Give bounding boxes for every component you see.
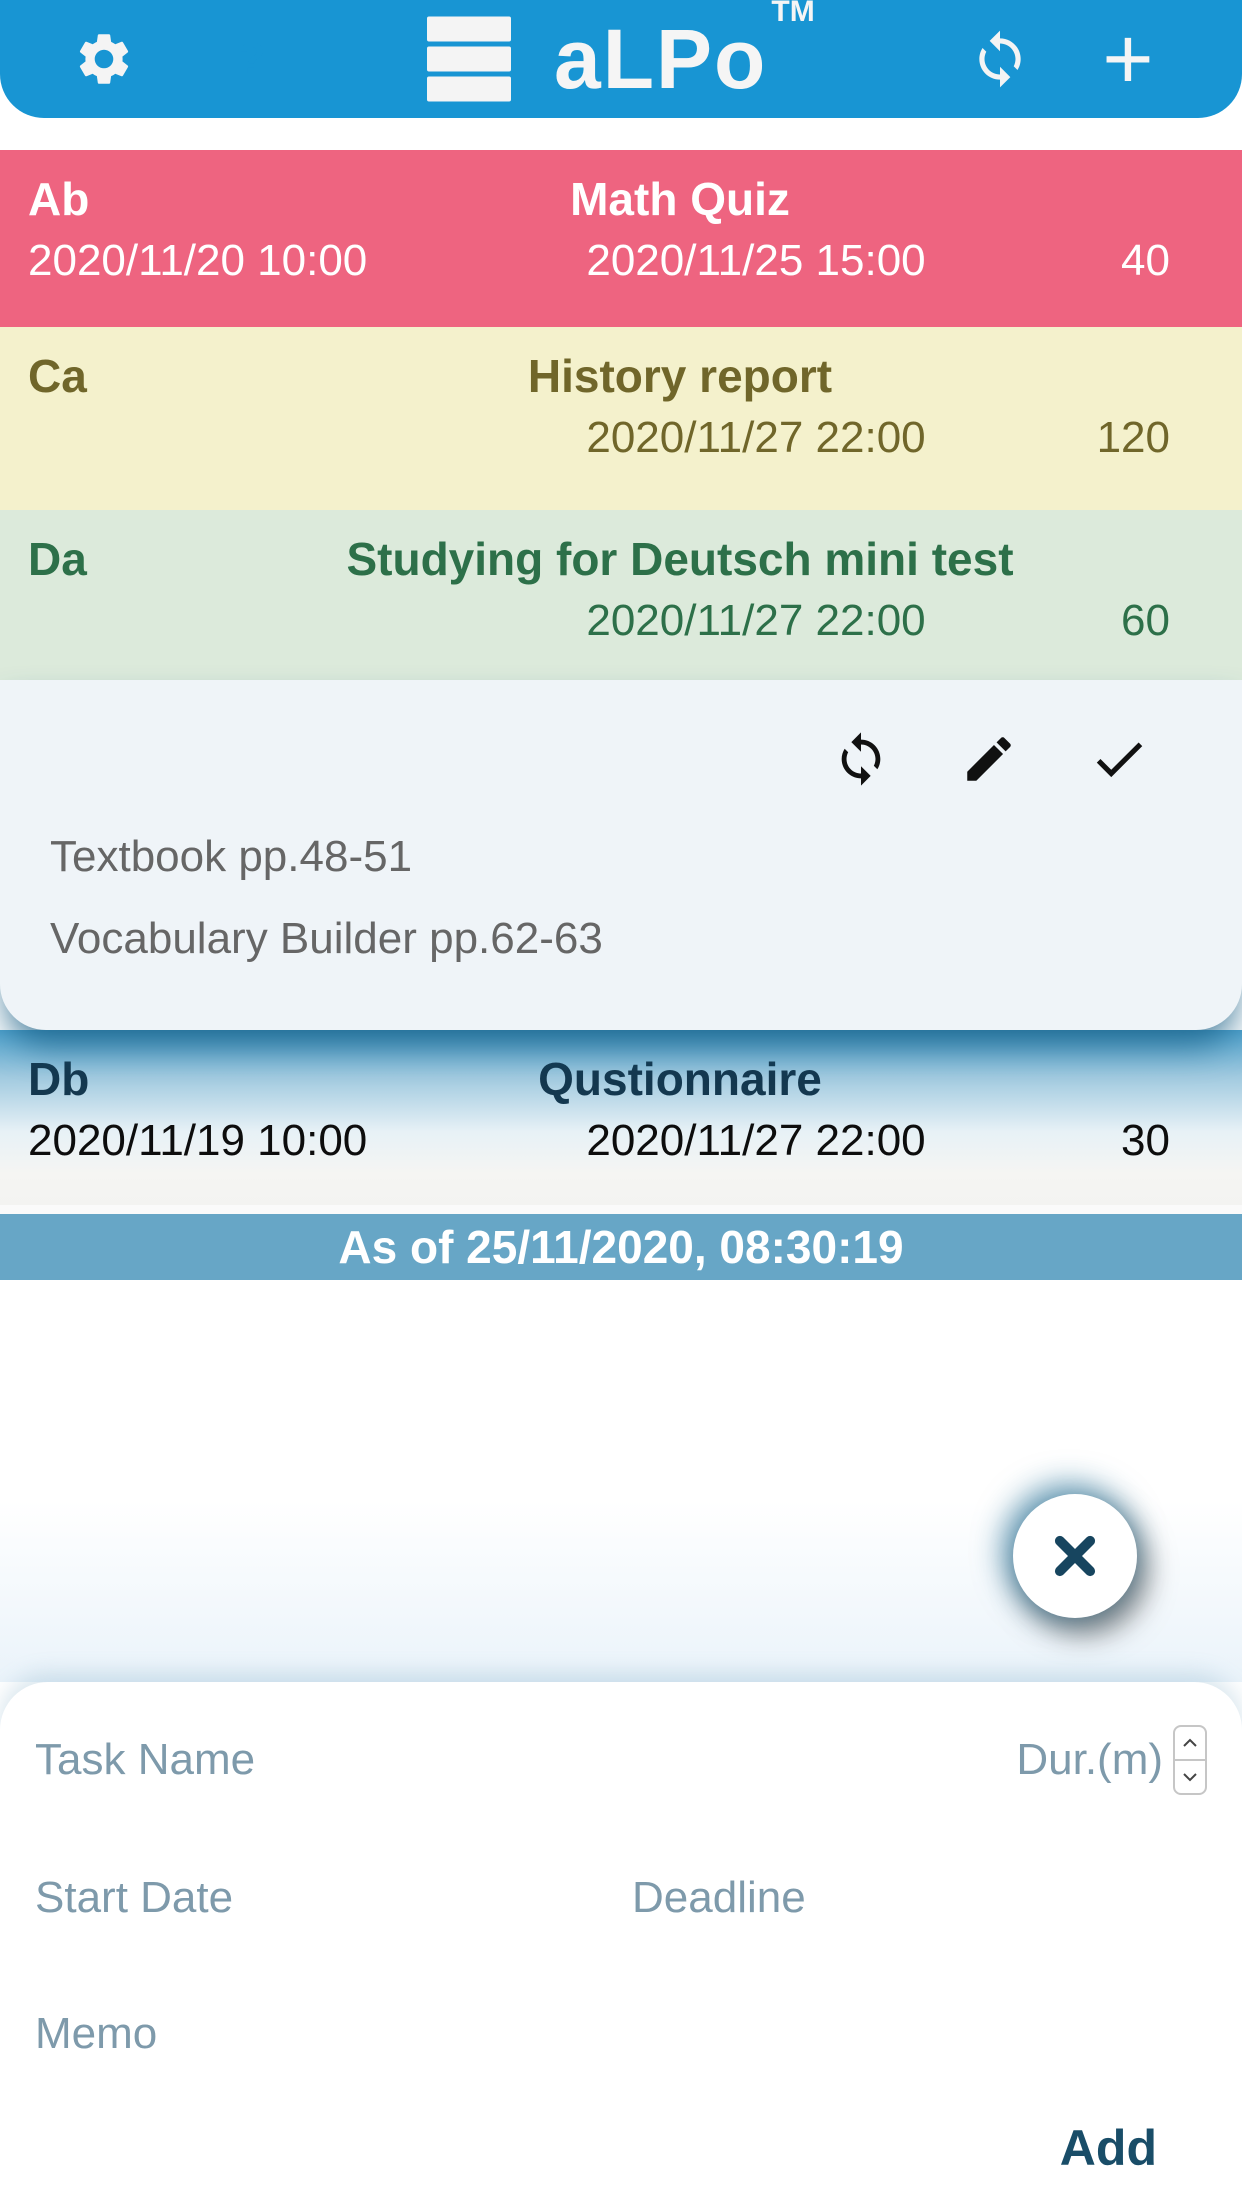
stepper-up-icon[interactable] xyxy=(1175,1727,1205,1761)
task-name-input[interactable] xyxy=(35,1735,923,1785)
task-deadline: 2020/11/27 22:00 xyxy=(586,413,926,462)
task-row-da[interactable]: Da Studying for Deutsch mini test 2020/1… xyxy=(0,510,1242,680)
header-gap xyxy=(0,118,1242,150)
close-form-button[interactable] xyxy=(1013,1494,1137,1618)
content-spacer xyxy=(0,1280,1242,1682)
edit-task-button[interactable] xyxy=(960,730,1018,788)
menu-button[interactable] xyxy=(427,12,511,107)
deadline-input[interactable] xyxy=(632,1873,1207,1923)
app-title: aLPo TM xyxy=(554,0,815,101)
task-detail-panel: Textbook pp.48-51 Vocabulary Builder pp.… xyxy=(0,680,1242,1030)
task-title: Studying for Deutsch mini test xyxy=(346,533,1014,585)
task-duration: 40 xyxy=(1121,236,1170,285)
plus-icon: + xyxy=(1102,9,1154,108)
close-icon xyxy=(1042,1523,1108,1589)
task-duration: 120 xyxy=(1096,413,1170,462)
start-date-input[interactable] xyxy=(35,1873,632,1923)
check-icon xyxy=(1088,728,1150,790)
repeat-task-button[interactable] xyxy=(832,730,890,788)
task-duration: 60 xyxy=(1121,596,1170,645)
complete-task-button[interactable] xyxy=(1088,728,1150,790)
stepper-down-icon[interactable] xyxy=(1175,1761,1205,1793)
task-start-date: 2020/11/20 10:00 xyxy=(28,236,368,285)
task-duration: 30 xyxy=(1121,1116,1170,1165)
status-gap xyxy=(0,1205,1242,1214)
task-start-date: 2020/11/19 10:00 xyxy=(28,1116,368,1165)
help-icon: ? xyxy=(238,34,266,83)
refresh-button[interactable] xyxy=(969,28,1031,90)
task-deadline: 2020/11/27 22:00 xyxy=(586,596,926,645)
task-title: Qustionnaire xyxy=(538,1053,822,1105)
help-button[interactable]: ? xyxy=(223,27,281,91)
edit-icon xyxy=(960,730,1018,788)
add-task-form: Add xyxy=(0,1682,1242,2208)
task-deadline: 2020/11/27 22:00 xyxy=(586,1116,926,1165)
task-row-ca[interactable]: Ca History report 2020/11/27 22:00 120 xyxy=(0,327,1242,510)
status-bar: As of 25/11/2020, 08:30:19 xyxy=(0,1214,1242,1280)
task-label: Ab xyxy=(28,173,90,225)
task-memo: Textbook pp.48-51 Vocabulary Builder pp.… xyxy=(0,790,1242,980)
trademark-label: TM xyxy=(771,0,815,28)
task-label: Db xyxy=(28,1053,90,1105)
task-label: Ca xyxy=(28,350,87,402)
task-label: Da xyxy=(28,533,87,585)
app-header: ? aLPo TM + xyxy=(0,0,1242,118)
add-task-button[interactable]: + xyxy=(1102,15,1153,103)
sync-icon xyxy=(832,730,890,788)
task-row-ab[interactable]: Ab Math Quiz 2020/11/20 10:00 2020/11/25… xyxy=(0,150,1242,327)
task-title: History report xyxy=(527,350,833,402)
memo-input[interactable] xyxy=(35,2009,1207,2059)
duration-input[interactable] xyxy=(923,1735,1163,1785)
gear-icon xyxy=(73,28,135,90)
task-row-db[interactable]: Db Qustionnaire 2020/11/19 10:00 2020/11… xyxy=(0,1030,1242,1205)
sync-icon xyxy=(969,28,1031,90)
memo-line: Vocabulary Builder pp.62-63 xyxy=(50,914,603,963)
task-detail-actions xyxy=(0,728,1242,790)
hamburger-icon xyxy=(427,12,511,107)
task-deadline: 2020/11/25 15:00 xyxy=(586,236,926,285)
task-title: Math Quiz xyxy=(570,173,790,225)
add-button[interactable]: Add xyxy=(1059,2120,1157,2176)
settings-button[interactable] xyxy=(73,28,135,90)
memo-line: Textbook pp.48-51 xyxy=(50,832,413,881)
duration-stepper[interactable] xyxy=(1173,1725,1207,1795)
